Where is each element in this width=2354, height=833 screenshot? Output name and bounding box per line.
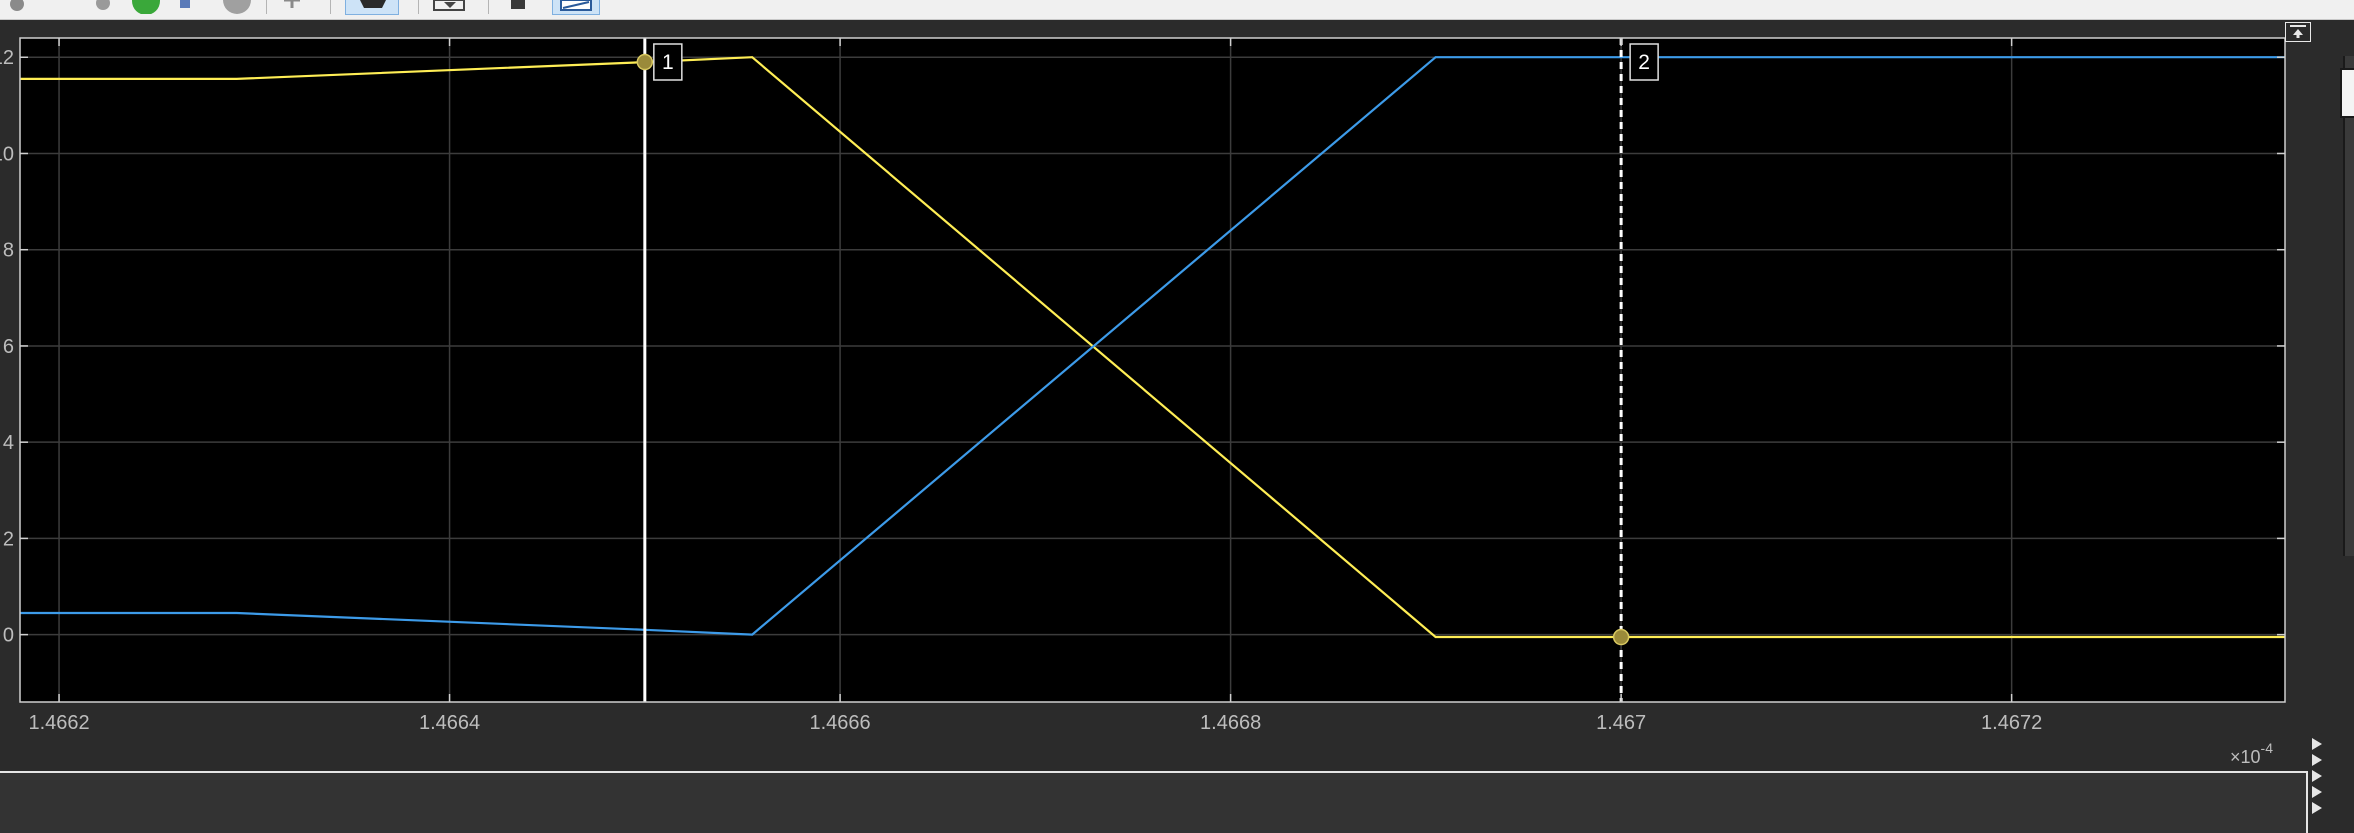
series-line-2 [20, 56, 2285, 636]
plot-area[interactable] [20, 38, 2285, 702]
x-tick-label: 1.4668 [1200, 712, 1261, 734]
toolbar-separator [330, 0, 331, 14]
y-tick-label: 4 [3, 432, 14, 454]
expand-arrow-icon[interactable] [2312, 786, 2322, 798]
expand-arrows[interactable] [2312, 738, 2332, 818]
step-back-icon[interactable] [95, 0, 111, 14]
run-icon[interactable] [128, 0, 164, 15]
toolbar-separator [418, 0, 419, 14]
x-tick-label: 1.4672 [1981, 712, 2042, 734]
side-panel [2343, 56, 2354, 556]
svg-text:×10-4: ×10-4 [2230, 740, 2273, 767]
axes-border [19, 37, 2286, 703]
x-axis: 1.4662 1.4664 1.4666 1.4668 1.467 1.4672 [28, 38, 2042, 734]
stop-icon[interactable] [220, 0, 254, 14]
y-axis: 024681012 [0, 47, 2285, 647]
cursor-label-2: 2 [1638, 51, 1650, 74]
pan-icon[interactable] [280, 0, 304, 14]
save-icon[interactable] [432, 0, 468, 14]
x-tick-label: 1.4662 [28, 712, 89, 734]
cursor-label-1: 1 [662, 51, 674, 74]
y-tick-label: 12 [0, 47, 14, 69]
step-icon[interactable] [178, 0, 196, 14]
cursor-marker-2 [1612, 628, 1630, 646]
x-tick-label: 1.4666 [810, 712, 871, 734]
undock-icon[interactable] [2285, 22, 2311, 42]
y-tick-label: 2 [3, 528, 14, 550]
y-tick-label: 8 [3, 240, 14, 262]
expand-arrow-icon[interactable] [2312, 754, 2322, 766]
x-tick-label: 1.4664 [419, 712, 480, 734]
x-tick-label: 1.467 [1596, 712, 1646, 734]
cursor-marker-1 [636, 53, 654, 71]
side-panel-tab[interactable] [2340, 68, 2354, 118]
expand-arrow-icon[interactable] [2312, 802, 2322, 814]
zoom-icon[interactable] [345, 0, 399, 15]
expand-arrow-icon[interactable] [2312, 770, 2322, 782]
measurements-panel [0, 771, 2308, 833]
series-lines [20, 56, 2285, 639]
settings-icon[interactable] [6, 0, 28, 14]
cursor-measure-icon[interactable] [552, 0, 600, 15]
toolbar-separator [488, 0, 489, 14]
x-exponent-label: ×10-4 [2230, 740, 2273, 767]
cursor-tag-2 [1629, 43, 1659, 81]
print-icon[interactable] [508, 0, 528, 14]
grid [20, 38, 2285, 702]
toolbar-separator [266, 0, 267, 14]
y-tick-label: 6 [3, 336, 14, 358]
cursor-tag-1 [653, 43, 683, 81]
expand-arrow-icon[interactable] [2312, 738, 2322, 750]
y-tick-label: 0 [3, 625, 14, 647]
toolbar [0, 0, 2354, 20]
y-tick-label: 10 [0, 143, 14, 165]
series-line-1 [20, 56, 2285, 639]
